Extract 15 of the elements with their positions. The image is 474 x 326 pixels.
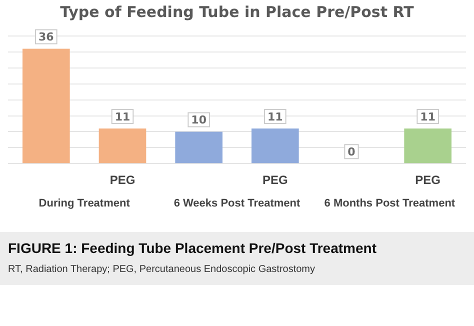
data-label: 11 (420, 110, 436, 124)
x-tick-label: PEG (415, 173, 441, 188)
data-label: 11 (114, 110, 130, 124)
data-label: 11 (268, 110, 283, 124)
text: 6 Months Post Treatment (324, 198, 456, 210)
data-label: 36 (38, 30, 54, 44)
text: RT, Radiation Therapy; PEG, Percutaneous Endoscopic Gastrostomy (8, 264, 316, 275)
x-tick-label: PEG (110, 173, 136, 188)
x-tick-label: PEG (262, 173, 288, 188)
text: 6 Weeks Post Treatment (174, 198, 301, 210)
chart-title: Type of Feeding Tube in Place Pre/Post RT (60, 2, 415, 21)
text: During Treatment (38, 198, 130, 210)
data-label: 10 (191, 114, 207, 127)
caption: FIGURE 1: Feeding Tube Placement Pre/Post Treatment (8, 240, 378, 256)
data-label: 0 (348, 145, 356, 158)
